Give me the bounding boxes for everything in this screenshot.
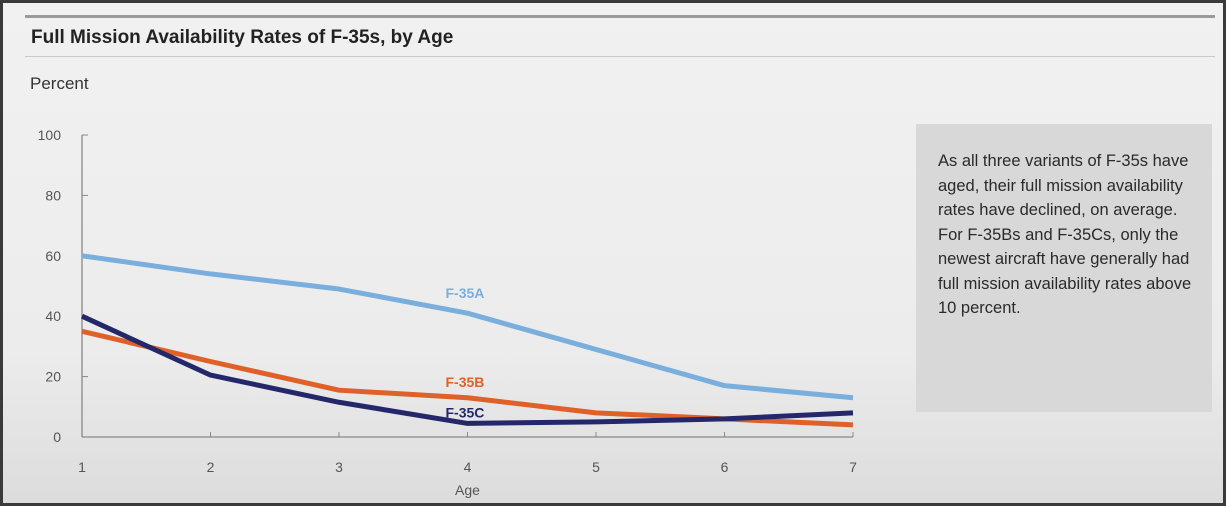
x-tick-label: 7	[849, 459, 857, 475]
annotation-box: As all three variants of F-35s have aged…	[916, 124, 1212, 412]
series-label-f-35c: F-35C	[446, 404, 485, 420]
x-axis-label: Age	[455, 482, 480, 498]
y-tick-label: 20	[45, 369, 61, 385]
series-line-f-35c	[80, 313, 854, 426]
chart-title: Full Mission Availability Rates of F-35s…	[31, 27, 454, 48]
x-tick-label: 2	[207, 459, 215, 475]
y-axis-label: Percent	[30, 74, 89, 93]
x-tick-label: 6	[721, 459, 729, 475]
y-tick-label: 40	[45, 308, 61, 324]
series-line-f-35a	[81, 253, 854, 401]
top-rule	[25, 15, 1215, 18]
y-tick-label: 0	[53, 429, 61, 445]
y-tick-label: 100	[38, 127, 62, 143]
x-tick-label: 3	[335, 459, 343, 475]
series-label-f-35b: F-35B	[446, 374, 485, 390]
x-tick-label: 4	[464, 459, 472, 475]
title-divider	[25, 56, 1215, 57]
series-label-f-35a: F-35A	[446, 285, 485, 301]
x-tick-label: 1	[78, 459, 86, 475]
y-tick-label: 60	[45, 248, 61, 264]
x-tick-label: 5	[592, 459, 600, 475]
y-tick-label: 80	[45, 187, 61, 203]
